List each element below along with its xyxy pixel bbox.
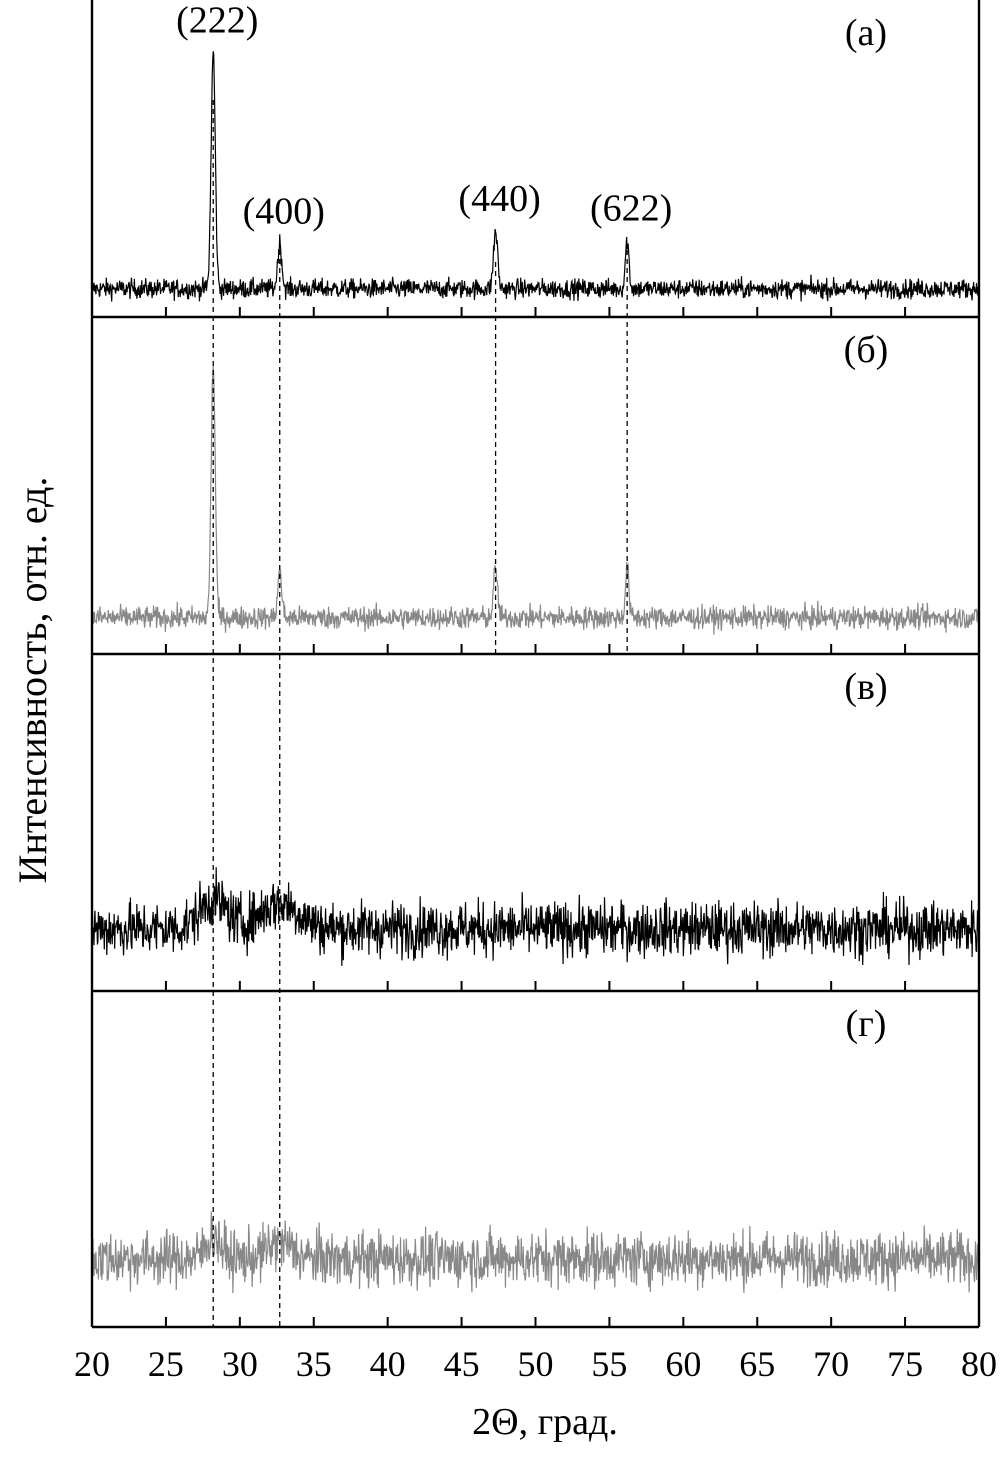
x-tick-label: 35 xyxy=(296,1344,332,1384)
panel-label-1: (a) xyxy=(845,12,887,54)
x-tick-label: 30 xyxy=(222,1344,258,1384)
axes-layer xyxy=(90,0,981,1329)
x-tick-label: 70 xyxy=(813,1344,849,1384)
text-layer: 2Θ, град. Интенсивность, отн. ед. (a) (22… xyxy=(10,0,997,1443)
x-tick-label: 25 xyxy=(148,1344,184,1384)
panel-label-2: (б) xyxy=(844,329,889,371)
x-tick-label: 50 xyxy=(518,1344,554,1384)
series-line-2 xyxy=(91,365,980,635)
x-tick-label: 45 xyxy=(444,1344,480,1384)
peak-label-3: (440) xyxy=(458,178,540,220)
x-tick-label: 75 xyxy=(887,1344,923,1384)
peak-label-2: (400) xyxy=(243,190,325,232)
y-axis-label: Интенсивность, отн. ед. xyxy=(10,477,55,884)
x-tick-label: 60 xyxy=(665,1344,701,1384)
series-line-1 xyxy=(91,51,980,302)
series-layer xyxy=(91,51,980,1294)
x-tick-label: 20 xyxy=(74,1344,110,1384)
x-tick-label: 65 xyxy=(739,1344,775,1384)
x-axis-label: 2Θ, град. xyxy=(472,1401,618,1443)
x-tick-label: 55 xyxy=(591,1344,627,1384)
peak-label-1: (222) xyxy=(176,0,258,41)
panel-label-4: (г) xyxy=(846,1003,887,1045)
panel-label-3: (в) xyxy=(844,666,887,708)
x-tick-label: 40 xyxy=(370,1344,406,1384)
peak-label-4: (622) xyxy=(590,187,672,229)
series-line-4 xyxy=(91,1211,980,1294)
series-line-3 xyxy=(91,867,980,966)
x-tick-label: 80 xyxy=(961,1344,997,1384)
